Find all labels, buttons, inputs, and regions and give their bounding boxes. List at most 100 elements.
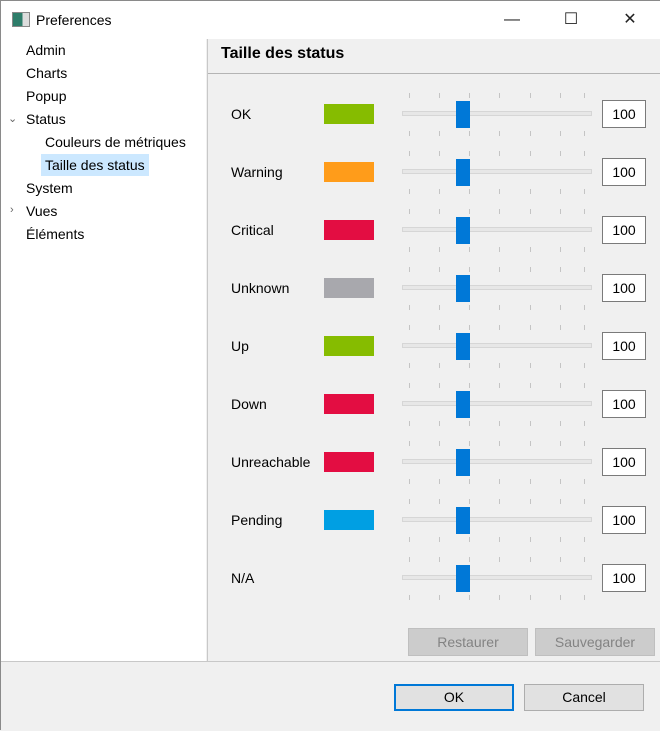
slider-tick	[469, 537, 470, 542]
slider-tick	[560, 441, 561, 446]
ok-button[interactable]: OK	[394, 684, 514, 711]
slider-tick	[499, 479, 500, 484]
status-label: Critical	[231, 222, 274, 238]
slider-tick	[584, 209, 585, 214]
slider-tick	[409, 441, 410, 446]
tree-item-charts[interactable]: Charts	[26, 65, 68, 81]
slider-tick	[584, 479, 585, 484]
tree-item-admin[interactable]: Admin	[26, 42, 66, 58]
slider-thumb[interactable]	[456, 101, 470, 128]
size-slider[interactable]	[402, 148, 592, 196]
slider-tick	[409, 189, 410, 194]
slider-tick	[499, 537, 500, 542]
slider-tick	[499, 267, 500, 272]
tree-item-taille[interactable]: Taille des status	[41, 154, 149, 176]
close-button[interactable]: ✕	[623, 11, 637, 28]
size-input[interactable]: 100	[602, 448, 646, 476]
color-swatch[interactable]	[324, 220, 374, 240]
slider-tick	[584, 537, 585, 542]
size-input[interactable]: 100	[602, 216, 646, 244]
slider-tick	[584, 247, 585, 252]
size-input[interactable]: 100	[602, 158, 646, 186]
status-row: N/A 100	[208, 557, 660, 624]
color-swatch[interactable]	[324, 104, 374, 124]
slider-thumb[interactable]	[456, 275, 470, 302]
slider-thumb[interactable]	[456, 159, 470, 186]
size-input[interactable]: 100	[602, 274, 646, 302]
minimize-button[interactable]: —	[504, 11, 520, 28]
slider-tick	[530, 131, 531, 136]
save-button[interactable]: Sauvegarder	[535, 628, 655, 656]
color-swatch[interactable]	[324, 162, 374, 182]
size-slider[interactable]	[402, 264, 592, 312]
status-row: Unreachable 100	[208, 441, 660, 508]
maximize-button[interactable]: ☐	[563, 11, 579, 28]
size-slider[interactable]	[402, 322, 592, 370]
dialog-footer: OK Cancel	[1, 661, 660, 731]
slider-thumb[interactable]	[456, 333, 470, 360]
slider-tick	[439, 131, 440, 136]
slider-tick	[439, 93, 440, 98]
tree-item-couleurs[interactable]: Couleurs de métriques	[45, 134, 186, 150]
slider-tick	[439, 267, 440, 272]
color-swatch[interactable]	[324, 394, 374, 414]
slider-thumb[interactable]	[456, 391, 470, 418]
color-swatch[interactable]	[324, 336, 374, 356]
size-input[interactable]: 100	[602, 390, 646, 418]
size-slider[interactable]	[402, 380, 592, 428]
slider-tick	[584, 325, 585, 330]
slider-track	[402, 227, 592, 232]
color-swatch[interactable]	[324, 510, 374, 530]
size-input[interactable]: 100	[602, 332, 646, 360]
settings-panel: Taille des status OK 100 Warning 100 Critica…	[207, 39, 660, 661]
divider	[208, 73, 660, 74]
slider-tick	[530, 151, 531, 156]
slider-tick	[409, 557, 410, 562]
size-slider[interactable]	[402, 554, 592, 602]
slider-tick	[499, 305, 500, 310]
slider-tick	[439, 499, 440, 504]
color-swatch[interactable]	[324, 452, 374, 472]
restore-button[interactable]: Restaurer	[408, 628, 528, 656]
slider-tick	[530, 479, 531, 484]
slider-tick	[439, 557, 440, 562]
slider-tick	[584, 267, 585, 272]
slider-tick	[499, 383, 500, 388]
slider-tick	[499, 247, 500, 252]
slider-tick	[469, 363, 470, 368]
tree-item-popup[interactable]: Popup	[26, 88, 67, 104]
slider-tick	[469, 209, 470, 214]
size-input[interactable]: 100	[602, 100, 646, 128]
slider-tick	[584, 363, 585, 368]
slider-tick	[584, 131, 585, 136]
slider-thumb[interactable]	[456, 507, 470, 534]
slider-tick	[409, 537, 410, 542]
title-bar: Preferences — ☐ ✕	[1, 1, 660, 39]
slider-thumb[interactable]	[456, 565, 470, 592]
size-slider[interactable]	[402, 206, 592, 254]
size-input[interactable]: 100	[602, 506, 646, 534]
slider-tick	[530, 325, 531, 330]
size-slider[interactable]	[402, 90, 592, 138]
slider-tick	[439, 189, 440, 194]
preferences-tree: Admin Charts Popup ⌄ Status Couleurs de …	[1, 39, 206, 661]
slider-tick	[469, 93, 470, 98]
slider-track	[402, 459, 592, 464]
size-slider[interactable]	[402, 496, 592, 544]
slider-tick	[469, 267, 470, 272]
slider-thumb[interactable]	[456, 449, 470, 476]
color-swatch[interactable]	[324, 278, 374, 298]
chevron-right-icon[interactable]: ›	[10, 204, 14, 216]
size-slider[interactable]	[402, 438, 592, 486]
tree-item-elements[interactable]: Éléments	[26, 226, 85, 242]
tree-item-vues[interactable]: Vues	[26, 203, 58, 219]
size-input[interactable]: 100	[602, 564, 646, 592]
tree-item-status[interactable]: Status	[26, 111, 66, 127]
slider-thumb[interactable]	[456, 217, 470, 244]
chevron-down-icon[interactable]: ⌄	[8, 113, 18, 125]
status-label: Unreachable	[231, 454, 311, 470]
cancel-button[interactable]: Cancel	[524, 684, 644, 711]
tree-item-system[interactable]: System	[26, 180, 73, 196]
slider-tick	[499, 557, 500, 562]
slider-tick	[439, 537, 440, 542]
